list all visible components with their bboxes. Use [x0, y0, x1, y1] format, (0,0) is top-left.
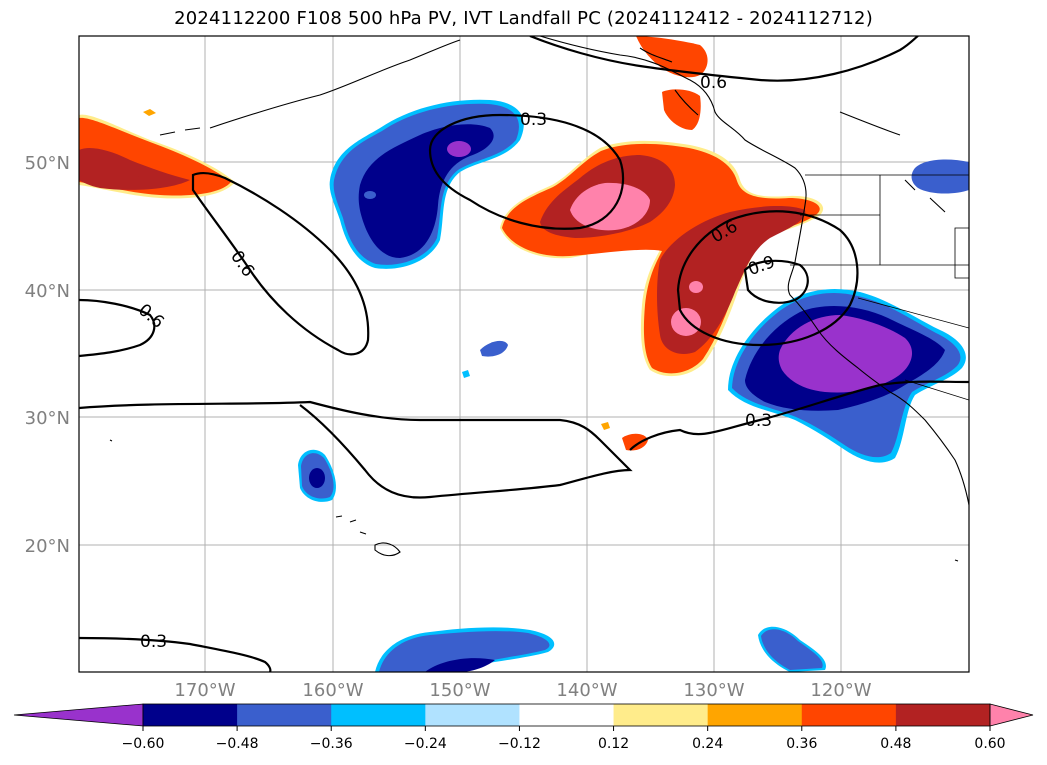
- colorbar-extend-max: [989, 703, 1034, 727]
- colorbar-segment: [613, 704, 709, 726]
- colorbar-segment: [801, 704, 897, 726]
- positive-pv-small-features: [79, 36, 708, 451]
- contour-label: 0.3: [745, 411, 772, 431]
- colorbar-segment: [331, 704, 426, 726]
- colorbar-tick-label: −0.48: [216, 736, 259, 752]
- colorbar-extend-min: [13, 703, 144, 727]
- colorbar-segment: [237, 704, 332, 726]
- lon-label: 150°W: [429, 680, 490, 701]
- colorbar-segment: [707, 704, 803, 726]
- colorbar-segment: [519, 704, 615, 726]
- lon-label: 120°W: [810, 680, 871, 701]
- colorbar-tick-label: 0.36: [786, 736, 817, 752]
- lon-label: 140°W: [556, 680, 617, 701]
- lat-label: 30°N: [25, 408, 70, 429]
- colorbar-segment: [895, 704, 991, 726]
- graticule: [79, 36, 969, 672]
- map-area: 0.3 0.6 0.6 0.6 0.6 0.9 0.3 0.3: [79, 36, 969, 672]
- colorbar-segment: [425, 704, 520, 726]
- lon-label: 170°W: [174, 680, 235, 701]
- contour-label: 0.3: [520, 110, 547, 130]
- lon-label: 130°W: [683, 680, 744, 701]
- lat-label: 40°N: [25, 281, 70, 302]
- colorbar-segment: [143, 704, 238, 726]
- colorbar-tick-label: −0.36: [310, 736, 353, 752]
- latitude-labels: 50°N 40°N 30°N 20°N: [25, 153, 70, 557]
- lon-label: 160°W: [302, 680, 363, 701]
- colorbar-tick-label: 0.48: [880, 736, 911, 752]
- longitude-labels: 170°W 160°W 150°W 140°W 130°W 120°W: [174, 680, 871, 701]
- colorbar-outline: [142, 703, 991, 727]
- colorbar-tick-label: −0.12: [498, 736, 541, 752]
- colorbar-tick-label: −0.60: [122, 736, 165, 752]
- colorbar-tick-label: 0.12: [598, 736, 629, 752]
- ivt-pc-contours: [79, 36, 969, 672]
- colorbar: −0.60 −0.48 −0.36 −0.24 −0.12 0.12 0.24 0.36 0.4…: [13, 703, 1034, 752]
- colorbar-tick-label: 0.60: [974, 736, 1005, 752]
- political-borders: [790, 174, 969, 401]
- lat-label: 20°N: [25, 536, 70, 557]
- negative-pv-small-features: [298, 159, 969, 672]
- contour-label: 0.3: [140, 632, 167, 652]
- contour-label: 0.6: [700, 73, 727, 93]
- negative-pv-region-north-pacific: [329, 99, 524, 269]
- colorbar-tick-label: −0.24: [404, 736, 447, 752]
- lat-label: 50°N: [25, 153, 70, 174]
- map-title: 2024112200 F108 500 hPa PV, IVT Landfall…: [174, 8, 873, 29]
- colorbar-tick-label: 0.24: [692, 736, 723, 752]
- coastlines: [109, 36, 969, 562]
- map-frame: [78, 35, 970, 673]
- positive-pv-region-main: [500, 140, 824, 377]
